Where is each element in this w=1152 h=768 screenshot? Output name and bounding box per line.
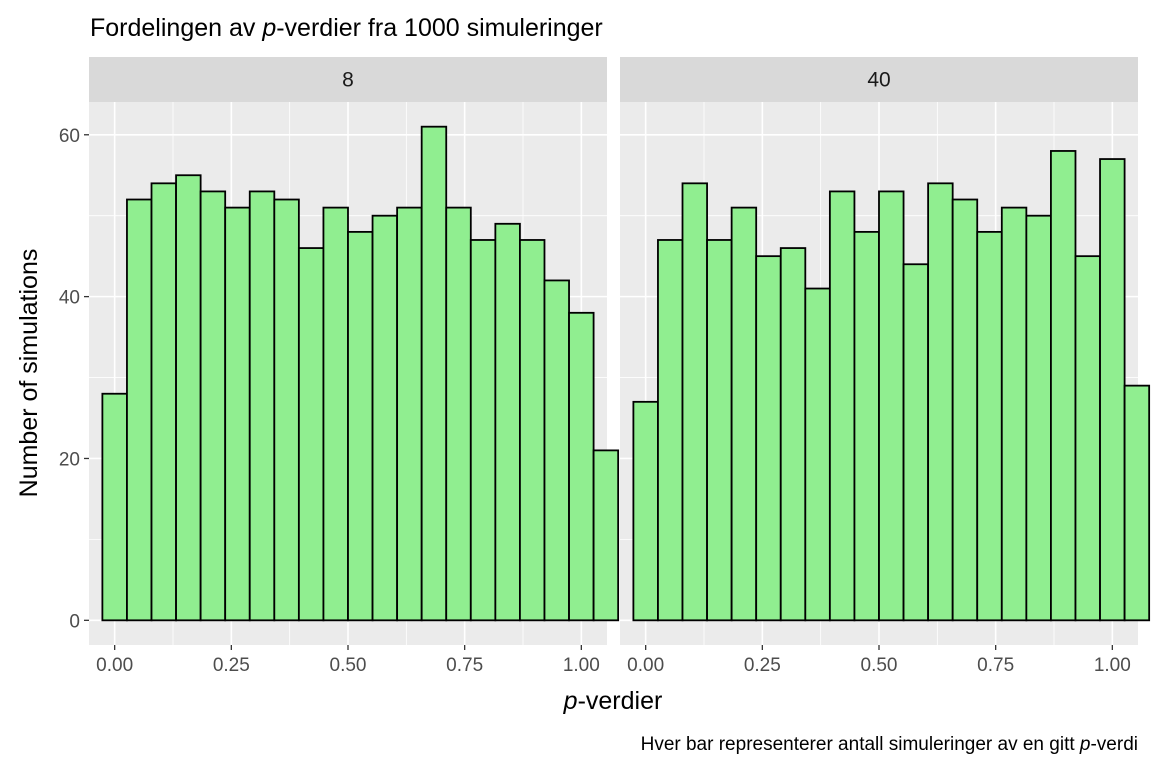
y-tick-label: 40 bbox=[59, 288, 80, 309]
histogram-bar bbox=[1000, 206, 1028, 622]
y-tick-label: 0 bbox=[69, 611, 80, 632]
histogram-bar bbox=[273, 198, 300, 622]
histogram-bar bbox=[902, 263, 930, 622]
histogram-bar bbox=[951, 198, 979, 622]
histogram-bar bbox=[445, 206, 472, 622]
caption-part-p: p bbox=[1079, 734, 1091, 755]
caption-part-1: Hver bar representerer antall simulering… bbox=[641, 734, 1080, 755]
chart-caption: Hver bar representerer antall simulering… bbox=[641, 734, 1138, 755]
x-tick-label: 0.50 bbox=[330, 655, 367, 676]
x-axis-title-rest: -verdier bbox=[578, 687, 663, 715]
x-tick-label: 0.25 bbox=[213, 655, 250, 676]
y-tick-label: 20 bbox=[59, 449, 80, 470]
x-tick-label: 0.75 bbox=[977, 655, 1014, 676]
y-axis: 0 20 40 60 bbox=[59, 126, 89, 632]
histogram-bar bbox=[755, 255, 782, 622]
facet-panel-8: 8 0.00 0.25 0.50 0.75 1.00 bbox=[89, 57, 620, 676]
histogram-bar bbox=[519, 239, 546, 622]
histogram-bar bbox=[828, 190, 856, 622]
title-part-1: Fordelingen av bbox=[90, 14, 262, 42]
histogram-bar bbox=[853, 230, 880, 622]
histogram-bar bbox=[927, 182, 954, 622]
histogram-bar bbox=[150, 182, 177, 622]
histogram-bar bbox=[568, 311, 595, 622]
histogram-bar bbox=[592, 449, 620, 622]
facet-strip bbox=[89, 57, 607, 102]
histogram-bar bbox=[248, 190, 276, 622]
title-part-p: p bbox=[261, 14, 276, 42]
x-tick-label: 0.25 bbox=[744, 655, 781, 676]
x-axis-title: p-verdier bbox=[563, 687, 663, 715]
histogram-bar bbox=[420, 125, 448, 622]
histogram-bar bbox=[632, 400, 659, 622]
histogram-bar bbox=[1025, 214, 1052, 622]
histogram-bar bbox=[779, 247, 807, 622]
x-axis-title-p: p bbox=[563, 687, 578, 715]
histogram-bar bbox=[681, 182, 708, 622]
x-tick-label: 1.00 bbox=[1094, 655, 1131, 676]
caption-part-2: -verdi bbox=[1090, 734, 1138, 755]
facet-strip-label: 40 bbox=[867, 69, 890, 92]
facet-panel-40: 40 0.00 0.25 0.50 0.75 1.00 bbox=[620, 57, 1151, 676]
histogram-bar bbox=[371, 214, 399, 622]
histogram-bar bbox=[976, 230, 1003, 622]
histogram-bar bbox=[706, 239, 733, 622]
y-axis-title: Number of simulations bbox=[15, 249, 43, 498]
x-tick-label: 0.00 bbox=[627, 655, 664, 676]
x-tick-label: 1.00 bbox=[563, 655, 600, 676]
histogram-bar bbox=[1099, 158, 1126, 622]
histogram-bar bbox=[322, 206, 349, 622]
histogram-bar bbox=[224, 206, 251, 622]
facet-strip bbox=[620, 57, 1138, 102]
y-tick-label: 60 bbox=[59, 126, 80, 147]
histogram-bar bbox=[101, 392, 128, 622]
histogram-bar bbox=[469, 239, 497, 622]
histogram-bar bbox=[1123, 384, 1151, 622]
histogram-bar bbox=[1074, 255, 1101, 622]
histogram-bar bbox=[657, 239, 684, 622]
x-tick-label: 0.00 bbox=[96, 655, 133, 676]
histogram-bar bbox=[199, 190, 227, 622]
histogram-bar bbox=[878, 190, 905, 622]
histogram-bar bbox=[175, 174, 202, 622]
histogram-bar bbox=[347, 230, 374, 622]
histogram-bar bbox=[396, 206, 423, 622]
histogram-bar bbox=[804, 287, 831, 622]
histogram-bar bbox=[494, 222, 521, 622]
histogram-bar bbox=[126, 198, 153, 622]
chart-title: Fordelingen av p-verdier fra 1000 simule… bbox=[90, 14, 603, 42]
facet-panels: 8 0.00 0.25 0.50 0.75 1.00 40 0.00 0.25 0.50 0.75 1… bbox=[89, 57, 1151, 676]
facet-strip-label: 8 bbox=[342, 69, 354, 92]
title-part-2: -verdier fra 1000 simuleringer bbox=[276, 14, 603, 42]
x-tick-label: 0.75 bbox=[446, 655, 483, 676]
x-tick-label: 0.50 bbox=[861, 655, 898, 676]
histogram-bar bbox=[730, 206, 758, 622]
histogram-bar bbox=[543, 279, 570, 622]
histogram-bar bbox=[1050, 150, 1077, 622]
histogram-bar bbox=[297, 247, 325, 622]
